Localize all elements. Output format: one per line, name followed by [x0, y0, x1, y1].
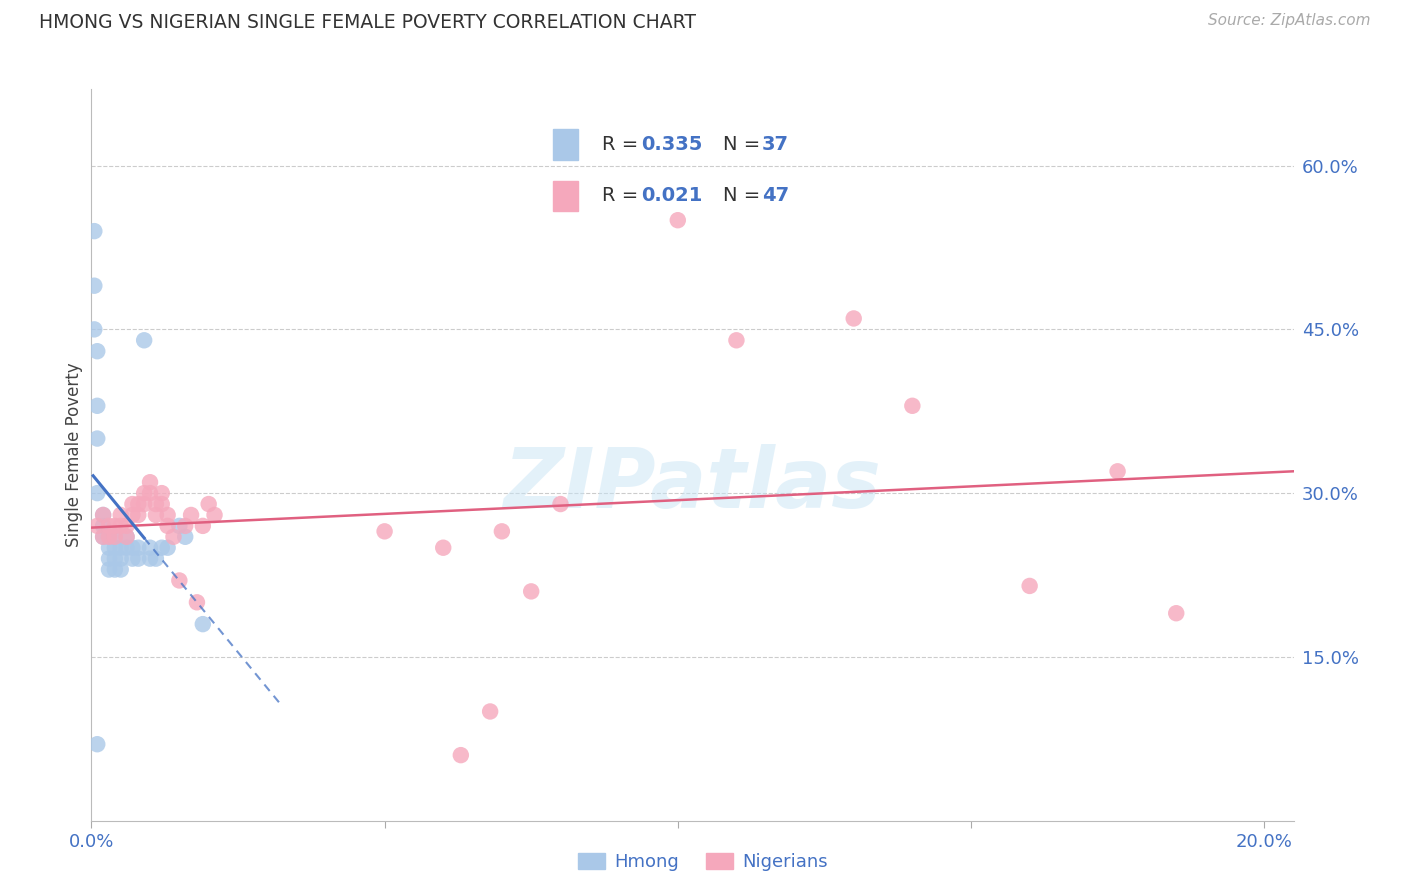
Point	[121, 497, 143, 511]
Point	[145, 508, 167, 522]
Point	[127, 508, 149, 522]
Text: N =: N =	[723, 136, 766, 154]
Point	[725, 333, 748, 347]
Point	[204, 508, 226, 522]
Point	[139, 541, 162, 555]
Text: HMONG VS NIGERIAN SINGLE FEMALE POVERTY CORRELATION CHART: HMONG VS NIGERIAN SINGLE FEMALE POVERTY …	[39, 13, 696, 32]
Point	[134, 333, 156, 347]
Point	[104, 530, 127, 544]
Point	[666, 213, 689, 227]
Point	[98, 530, 121, 544]
Point	[83, 278, 105, 293]
Point	[127, 551, 149, 566]
Point	[98, 519, 121, 533]
Point	[134, 486, 156, 500]
Y-axis label: Single Female Poverty: Single Female Poverty	[65, 363, 83, 547]
Point	[115, 530, 138, 544]
Point	[162, 530, 184, 544]
Point	[110, 541, 132, 555]
Point	[115, 541, 138, 555]
Point	[174, 519, 197, 533]
Point	[98, 551, 121, 566]
Point	[110, 519, 132, 533]
Point	[91, 530, 114, 544]
Text: ZIPatlas: ZIPatlas	[503, 443, 882, 524]
Point	[1018, 579, 1040, 593]
Point	[901, 399, 924, 413]
Point	[86, 519, 108, 533]
Point	[134, 497, 156, 511]
Point	[121, 551, 143, 566]
Point	[83, 224, 105, 238]
Bar	[554, 180, 578, 211]
Point	[98, 541, 121, 555]
Point	[180, 508, 202, 522]
Point	[121, 541, 143, 555]
Point	[139, 486, 162, 500]
Point	[139, 475, 162, 490]
Point	[550, 497, 572, 511]
Point	[197, 497, 219, 511]
Text: R =: R =	[602, 136, 644, 154]
Point	[86, 737, 108, 751]
Point	[127, 541, 149, 555]
Point	[150, 541, 173, 555]
Point	[86, 344, 108, 359]
Point	[156, 541, 179, 555]
Point	[479, 705, 502, 719]
Point	[110, 508, 132, 522]
Point	[150, 486, 173, 500]
Point	[169, 574, 191, 588]
Point	[374, 524, 396, 539]
Point	[1107, 464, 1129, 478]
Point	[145, 551, 167, 566]
Point	[104, 519, 127, 533]
Point	[86, 432, 108, 446]
Point	[139, 551, 162, 566]
Text: 37: 37	[762, 136, 789, 154]
Text: 0.335: 0.335	[641, 136, 703, 154]
Text: N =: N =	[723, 186, 766, 205]
Point	[450, 748, 472, 763]
Point	[104, 551, 127, 566]
Point	[121, 508, 143, 522]
Point	[104, 541, 127, 555]
Point	[110, 551, 132, 566]
Bar	[554, 129, 578, 160]
Point	[98, 530, 121, 544]
Point	[86, 486, 108, 500]
Point	[104, 563, 127, 577]
Point	[115, 519, 138, 533]
Text: Source: ZipAtlas.com: Source: ZipAtlas.com	[1208, 13, 1371, 29]
Point	[110, 563, 132, 577]
Point	[169, 519, 191, 533]
Point	[186, 595, 208, 609]
Point	[127, 497, 149, 511]
Point	[86, 399, 108, 413]
Text: 47: 47	[762, 186, 789, 205]
Legend: Hmong, Nigerians: Hmong, Nigerians	[571, 846, 835, 879]
Point	[83, 322, 105, 336]
Point	[91, 508, 114, 522]
Point	[432, 541, 454, 555]
Point	[191, 519, 214, 533]
Point	[150, 497, 173, 511]
Point	[156, 519, 179, 533]
Point	[91, 519, 114, 533]
Text: R =: R =	[602, 186, 644, 205]
Point	[191, 617, 214, 632]
Point	[145, 497, 167, 511]
Text: 0.021: 0.021	[641, 186, 703, 205]
Point	[842, 311, 865, 326]
Point	[156, 508, 179, 522]
Point	[91, 508, 114, 522]
Point	[91, 530, 114, 544]
Point	[115, 530, 138, 544]
Point	[520, 584, 543, 599]
Point	[174, 530, 197, 544]
Point	[1166, 606, 1188, 620]
Point	[491, 524, 513, 539]
Point	[98, 563, 121, 577]
Point	[104, 530, 127, 544]
